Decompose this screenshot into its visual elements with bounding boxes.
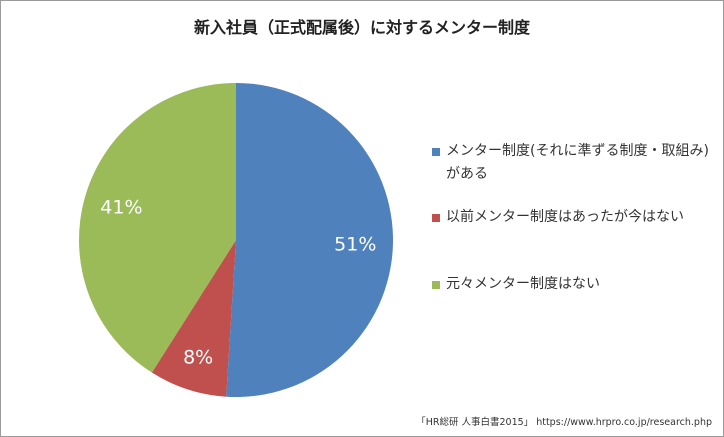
pie-slice	[226, 83, 394, 398]
legend-item: 元々メンター制度はない	[432, 273, 722, 296]
data-label: 41%	[100, 197, 142, 219]
pie-slice	[79, 83, 236, 373]
legend-label: 以前メンター制度はあったが今はない	[446, 209, 684, 225]
legend-item: 以前メンター制度はあったが今はない	[432, 206, 722, 229]
legend-label: 元々メンター制度はない	[446, 276, 600, 292]
source-note: 「HR総研 人事白書2015」 https://www.hrpro.co.jp/…	[416, 417, 712, 428]
chart-title: 新入社員（正式配属後）に対するメンター制度	[193, 18, 530, 37]
legend-label: メンター制度(それに準ずる制度・取組み)がある	[446, 143, 709, 182]
data-label: 51%	[334, 234, 376, 256]
legend: メンター制度(それに準ずる制度・取組み)がある 以前メンター制度はあったが今はな…	[432, 140, 722, 296]
legend-item: メンター制度(それに準ずる制度・取組み)がある	[432, 140, 722, 186]
data-label: 8%	[183, 346, 213, 368]
pie-slice	[151, 240, 236, 397]
legend-swatch	[432, 148, 440, 156]
legend-swatch	[432, 281, 440, 289]
legend-swatch	[432, 214, 440, 222]
